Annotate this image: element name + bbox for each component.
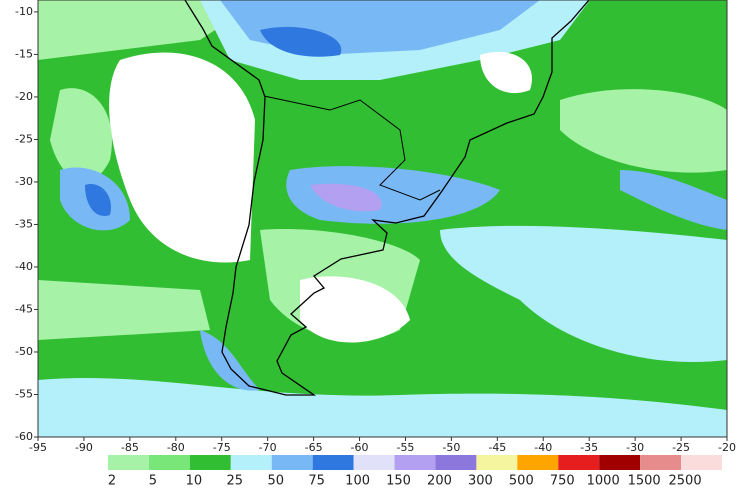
colorbar-label: 100 [345,474,370,489]
x-tick-label: -95 [29,441,47,454]
colorbar-label: 75 [308,474,325,489]
colorbar-label: 2 [108,474,116,489]
x-tick-label: -60 [351,441,369,454]
x-tick-label: -80 [167,441,185,454]
colorbar-label: 750 [550,474,575,489]
x-tick-label: -35 [580,441,598,454]
x-tick-label: -70 [259,441,277,454]
colorbar-label: 25 [227,474,244,489]
colorbar-label: 5 [149,474,157,489]
x-tick-label: -90 [75,441,93,454]
y-tick-label: -30 [15,175,33,188]
y-tick-label: -40 [15,260,33,273]
borders [263,95,441,201]
x-tick-label: -75 [213,441,231,454]
x-tick-label: -85 [121,441,139,454]
colorbar-swatch [476,455,518,470]
colorbar-swatch [189,455,231,470]
coastline [184,0,590,396]
y-tick-label: -50 [15,345,33,358]
x-tick-label: -50 [442,441,460,454]
colorbar-label: 50 [267,474,284,489]
x-tick-label: -40 [534,441,552,454]
y-tick-label: -10 [15,5,33,18]
colorbar-label: 500 [509,474,534,489]
colorbar-label: 300 [468,474,493,489]
x-tick-label: -25 [672,441,690,454]
y-tick-label: -25 [15,132,33,145]
y-tick-label: -60 [15,430,33,443]
x-tick-label: -45 [488,441,506,454]
colorbar-swatch [108,455,149,470]
colorbar-label: 200 [427,474,452,489]
x-tick-label: -65 [305,441,323,454]
colorbar-swatch [230,455,272,470]
precip-field [38,0,727,437]
y-tick-label: -45 [15,302,33,315]
map-frame [37,0,728,438]
axes: -95 -90 -85 -80 -75 -70 -65 -60 -55 -50 -45 -40 -35 -… [15,5,736,454]
colorbar-swatch [640,455,682,470]
y-tick-label: -15 [15,47,33,60]
colorbar-swatch [558,455,600,470]
colorbar-label: 2500 [669,474,702,489]
colorbar-swatch [394,455,436,470]
colorbar-swatch [148,455,190,470]
colorbar-swatch [435,455,477,470]
colorbar-label: 10 [186,474,203,489]
colorbar-swatch [353,455,395,470]
x-tick-label: -20 [718,441,736,454]
x-tick-label: -55 [396,441,414,454]
colorbar-label: 1500 [628,474,661,489]
colorbar-swatch [599,455,641,470]
y-tick-label: -35 [15,217,33,230]
colorbar-swatch [312,455,354,470]
colorbar-swatch [271,455,313,470]
y-tick-label: -20 [15,90,33,103]
x-tick-label: -30 [626,441,644,454]
colorbar: 2 5 10 25 50 75 100 150 200 300 500 750 1000 1500 2500 [108,455,722,489]
y-tick-label: -55 [15,387,33,400]
colorbar-swatch [517,455,559,470]
colorbar-swatch [681,455,722,470]
colorbar-label: 1000 [587,474,620,489]
colorbar-label: 150 [386,474,411,489]
